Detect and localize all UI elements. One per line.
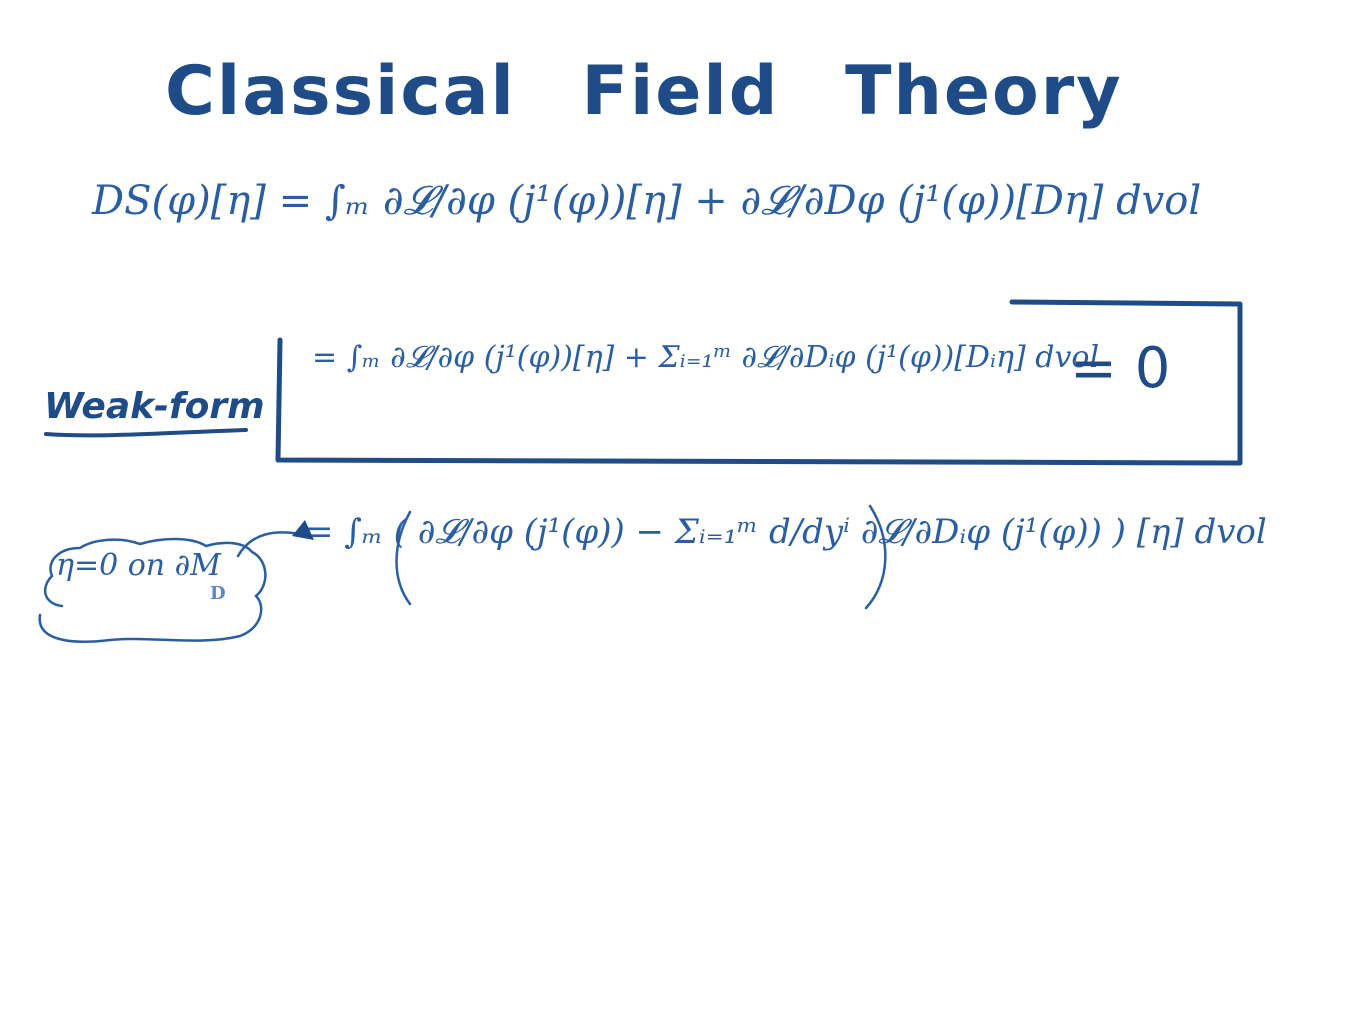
weak-form-equation: = ∫ₘ ∂𝓛/∂φ (j¹(φ))[η] + Σᵢ₌₁ᵐ ∂𝓛/∂Dᵢφ (j… — [312, 340, 1100, 375]
weak-form-label: Weak-form — [44, 386, 265, 427]
arrow-curve — [236, 531, 302, 558]
page-title: Classical Field Theory — [165, 52, 1123, 131]
boundary-subscript: D — [210, 583, 226, 604]
weak-form-rhs: = 0 — [1070, 336, 1171, 401]
left-paren — [395, 510, 412, 606]
weak-form-underline — [44, 428, 248, 438]
weak-form-box — [275, 299, 1243, 466]
arrow-head — [292, 520, 314, 540]
first-variation-equation: DS(φ)[η] = ∫ₘ ∂𝓛/∂φ (j¹(φ))[η] + ∂𝓛/∂Dφ … — [92, 178, 1202, 224]
boundary-cloud — [38, 537, 267, 643]
right-paren — [864, 504, 887, 610]
integrated-by-parts-equation: = ∫ₘ ( ∂𝓛/∂φ (j¹(φ)) − Σᵢ₌₁ᵐ d/dyⁱ ∂𝓛/∂D… — [305, 512, 1267, 552]
boundary-condition-note: η=0 on ∂M — [56, 548, 221, 583]
